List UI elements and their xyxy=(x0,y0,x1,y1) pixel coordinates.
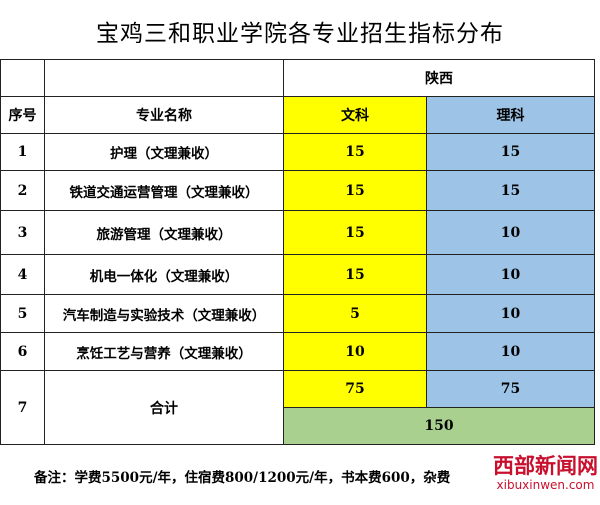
science-quota: 15 xyxy=(426,170,595,211)
watermark-cn: 西部新闻网 xyxy=(493,454,598,478)
major-name: 铁道交通运营管理（文理兼收） xyxy=(44,170,284,211)
row-index: 6 xyxy=(0,332,45,371)
science-quota: 10 xyxy=(426,210,595,255)
table-row: 5 汽车制造与实验技术（文理兼收） 5 10 xyxy=(0,294,595,333)
row-index: 3 xyxy=(0,210,45,255)
table-row: 4 机电一体化（文理兼收） 15 10 xyxy=(0,254,595,295)
header-row-top: 陕西 xyxy=(0,59,595,97)
major-name: 护理（文理兼收） xyxy=(44,133,284,171)
row-index: 2 xyxy=(0,170,45,211)
science-header: 理科 xyxy=(426,96,595,134)
table-row: 2 铁道交通运营管理（文理兼收） 15 15 xyxy=(0,170,595,211)
science-quota: 10 xyxy=(426,294,595,333)
major-name: 汽车制造与实验技术（文理兼收） xyxy=(44,294,284,333)
table-row: 6 烹饪工艺与营养（文理兼收） 10 10 xyxy=(0,332,595,371)
index-header: 序号 xyxy=(0,96,45,134)
header-blank-cell xyxy=(0,59,45,97)
header-blank-cell xyxy=(44,59,284,97)
total-row: 7 合计 75 75 xyxy=(0,370,595,445)
table-row: 3 旅游管理（文理兼收） 15 10 xyxy=(0,210,595,255)
science-quota: 15 xyxy=(426,133,595,171)
site-watermark: 西部新闻网 xibuxinwen.com xyxy=(493,454,598,492)
page-title: 宝鸡三和职业学院各专业招生指标分布 xyxy=(96,21,504,47)
science-quota: 10 xyxy=(426,332,595,371)
grand-total-row: 150 xyxy=(1,407,595,445)
arts-quota: 15 xyxy=(283,133,427,171)
total-science: 75 xyxy=(426,370,595,408)
total-arts: 75 xyxy=(283,370,427,408)
major-name: 烹饪工艺与营养（文理兼收） xyxy=(44,332,284,371)
row-index: 4 xyxy=(0,254,45,295)
header-row: 序号 专业名称 文科 理科 xyxy=(0,96,595,134)
grand-total: 150 xyxy=(283,407,595,445)
enrollment-table: 陕西 序号 专业名称 文科 理科 1 护理（文理兼收） 15 15 2 铁道交通… xyxy=(0,59,595,445)
major-header: 专业名称 xyxy=(44,96,284,134)
arts-quota: 5 xyxy=(283,294,427,333)
total-label: 合计 xyxy=(44,370,284,445)
arts-quota: 15 xyxy=(283,170,427,211)
fee-note: 备注：学费5500元/年，住宿费800/1200元/年，书本费600，杂费 xyxy=(34,470,451,486)
science-quota: 10 xyxy=(426,254,595,295)
table-row: 1 护理（文理兼收） 15 15 xyxy=(0,133,595,171)
row-index: 5 xyxy=(0,294,45,333)
arts-header: 文科 xyxy=(283,96,427,134)
row-index: 1 xyxy=(0,133,45,171)
major-name: 机电一体化（文理兼收） xyxy=(44,254,284,295)
arts-quota: 15 xyxy=(283,254,427,295)
total-index: 7 xyxy=(0,370,45,445)
arts-quota: 10 xyxy=(283,332,427,371)
arts-quota: 15 xyxy=(283,210,427,255)
watermark-en: xibuxinwen.com xyxy=(496,478,595,492)
major-name: 旅游管理（文理兼收） xyxy=(44,210,284,255)
region-header: 陕西 xyxy=(283,59,595,97)
